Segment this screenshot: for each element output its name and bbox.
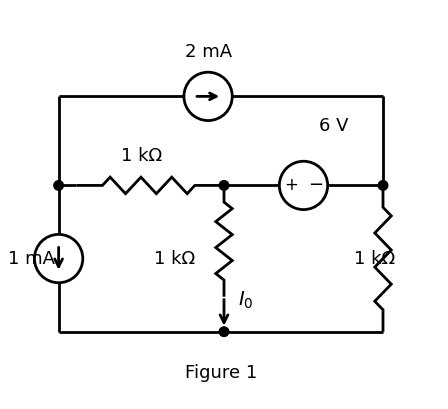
Text: 6 V: 6 V [319,117,349,135]
Text: 1 mA: 1 mA [8,249,55,267]
Text: $I_0$: $I_0$ [238,289,254,310]
Circle shape [378,181,388,190]
Text: 1 kΩ: 1 kΩ [354,249,396,267]
Text: −: − [308,176,323,194]
Circle shape [54,181,64,190]
Text: Figure 1: Figure 1 [185,364,257,382]
Text: +: + [284,176,298,194]
Text: 1 kΩ: 1 kΩ [154,249,195,267]
Text: 2 mA: 2 mA [185,43,232,61]
Circle shape [219,181,229,190]
Circle shape [219,327,229,337]
Text: 1 kΩ: 1 kΩ [121,147,162,165]
